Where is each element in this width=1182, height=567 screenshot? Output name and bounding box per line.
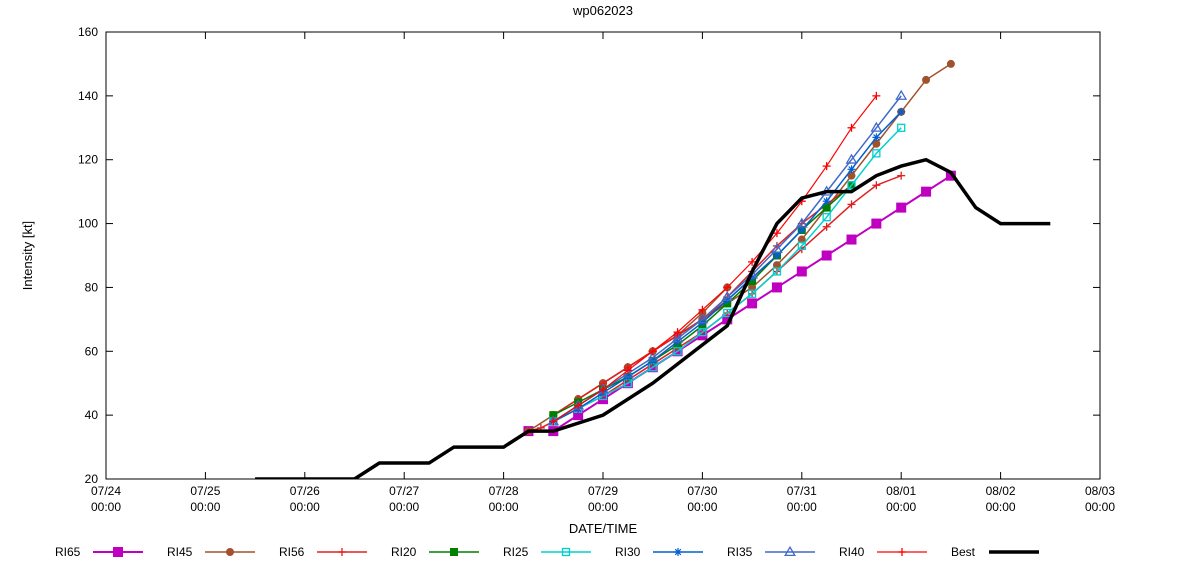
legend-label: RI40 <box>839 545 865 559</box>
y-tick-label: 160 <box>78 25 98 39</box>
x-tick-label: 00:00 <box>687 500 717 514</box>
y-tick-label: 100 <box>78 217 98 231</box>
y-axis-label: Intensity [kt] <box>20 221 35 290</box>
chart-svg: wp0620232040608010012014016007/2400:0007… <box>0 0 1182 567</box>
x-tick-label: 07/27 <box>389 484 419 498</box>
y-tick-label: 140 <box>78 89 98 103</box>
x-tick-label: 00:00 <box>986 500 1016 514</box>
legend-label: RI65 <box>55 545 81 559</box>
x-tick-label: 08/01 <box>886 484 916 498</box>
y-tick-label: 120 <box>78 153 98 167</box>
x-tick-label: 00:00 <box>389 500 419 514</box>
chart-title: wp062023 <box>572 3 633 18</box>
x-tick-label: 07/24 <box>91 484 121 498</box>
x-tick-label: 00:00 <box>91 500 121 514</box>
legend-label: RI30 <box>615 545 641 559</box>
x-tick-label: 00:00 <box>489 500 519 514</box>
legend-label: RI20 <box>391 545 417 559</box>
x-axis-label: DATE/TIME <box>569 521 638 536</box>
x-tick-label: 00:00 <box>290 500 320 514</box>
y-tick-label: 60 <box>85 344 99 358</box>
x-tick-label: 07/28 <box>489 484 519 498</box>
x-tick-label: 00:00 <box>886 500 916 514</box>
legend-label: Best <box>951 545 976 559</box>
y-tick-label: 40 <box>85 408 99 422</box>
legend-label: RI56 <box>279 545 305 559</box>
legend-label: RI35 <box>727 545 753 559</box>
y-tick-label: 80 <box>85 280 99 294</box>
x-tick-label: 07/29 <box>588 484 618 498</box>
x-tick-label: 00:00 <box>1085 500 1115 514</box>
x-tick-label: 08/02 <box>986 484 1016 498</box>
x-tick-label: 07/30 <box>687 484 717 498</box>
x-tick-label: 07/31 <box>787 484 817 498</box>
x-tick-label: 07/25 <box>190 484 220 498</box>
x-tick-label: 07/26 <box>290 484 320 498</box>
legend-label: RI25 <box>503 545 529 559</box>
legend-label: RI45 <box>167 545 193 559</box>
x-tick-label: 00:00 <box>588 500 618 514</box>
x-tick-label: 08/03 <box>1085 484 1115 498</box>
intensity-chart: wp0620232040608010012014016007/2400:0007… <box>0 0 1182 567</box>
x-tick-label: 00:00 <box>787 500 817 514</box>
x-tick-label: 00:00 <box>190 500 220 514</box>
